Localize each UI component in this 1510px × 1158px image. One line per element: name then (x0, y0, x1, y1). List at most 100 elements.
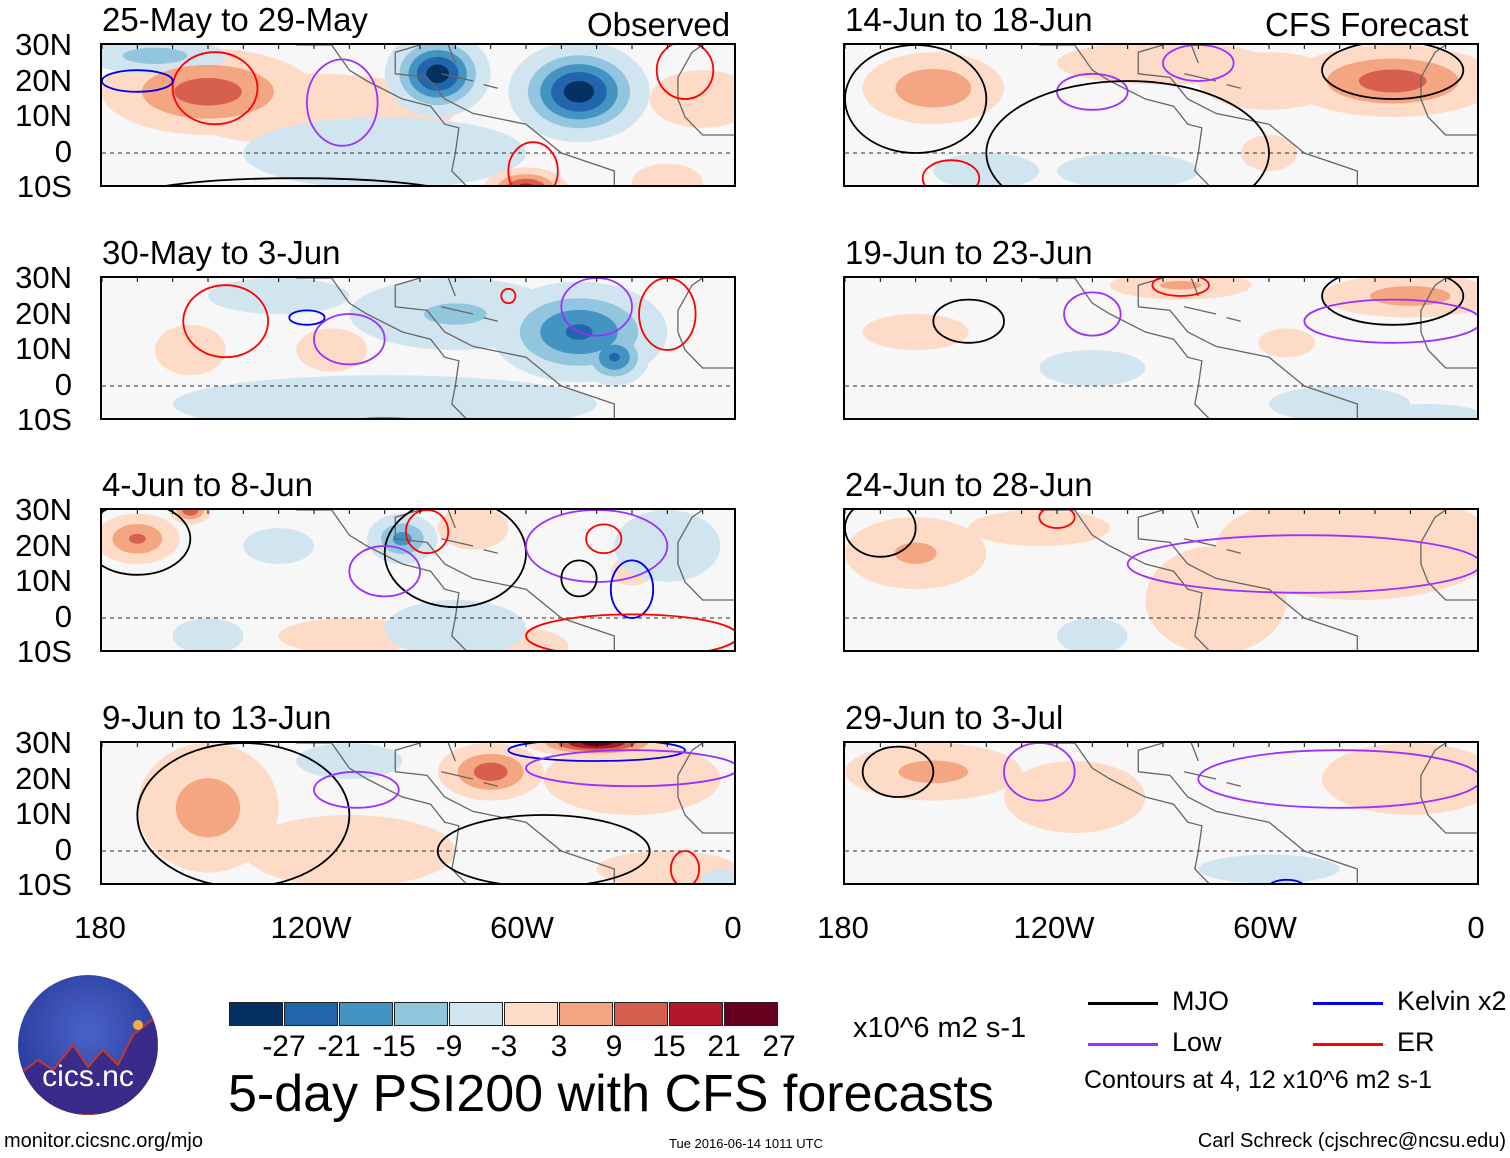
anomaly-shading (243, 815, 456, 883)
anomaly-shading (1269, 386, 1411, 418)
coastline (394, 743, 615, 883)
lat-label: 10S (16, 634, 72, 669)
map-panel (100, 741, 736, 885)
colorbar-swatch (449, 1002, 503, 1026)
coastline (296, 743, 467, 883)
contour-low (1162, 45, 1235, 82)
contour-low (1003, 743, 1076, 802)
contour-low (1303, 298, 1477, 344)
contour-mjo (560, 559, 598, 598)
contour-kelvin (363, 417, 406, 418)
colorbar-tick: 21 (707, 1030, 741, 1063)
contour-er (1151, 278, 1210, 297)
coastline (483, 83, 498, 89)
contour-mjo (436, 814, 651, 883)
lon-label: 120W (1013, 910, 1095, 945)
contour-low (1126, 534, 1477, 594)
colorbar-swatch (504, 1002, 558, 1026)
anomaly-shading (182, 510, 199, 516)
contour-er (585, 523, 623, 555)
coastline (296, 278, 467, 418)
anomaly-shading (1159, 280, 1202, 290)
anomaly-shading (1216, 510, 1477, 600)
contour-er (669, 850, 701, 883)
contour-kelvin (1270, 878, 1303, 883)
lat-label: 10S (16, 402, 72, 437)
anomaly-shading (563, 81, 595, 103)
contour-kelvin (609, 559, 655, 619)
coastline (1190, 45, 1199, 64)
colorbar-tick: -15 (372, 1030, 416, 1063)
colorbar-swatch (394, 1002, 448, 1026)
colorbar-swatch (614, 1002, 668, 1026)
contour-mjo (165, 177, 427, 185)
coastline (1226, 781, 1241, 787)
contour-er (404, 510, 450, 555)
legend-label: Kelvin x2 (1397, 986, 1507, 1016)
colorbar-swatch (229, 1002, 283, 1026)
colorbar-swatch (724, 1002, 778, 1026)
map-panel (100, 508, 736, 652)
colorbar-tick: 27 (762, 1030, 796, 1063)
lon-label: 180 (74, 910, 126, 945)
legend-label: ER (1397, 1027, 1435, 1057)
coastline (441, 771, 474, 780)
contour-kelvin (507, 743, 686, 762)
contour-mjo (985, 80, 1270, 185)
lat-label: 0 (54, 831, 72, 867)
contour-mjo (136, 743, 351, 883)
lon-label: 0 (724, 910, 742, 945)
anomaly-shading (1198, 52, 1340, 110)
lat-label: 10S (16, 169, 72, 204)
colorbar-swatch (559, 1002, 613, 1026)
contour-mjo (102, 510, 192, 576)
coastline (1226, 548, 1241, 554)
contour-low (560, 278, 633, 337)
contour-low (1056, 72, 1129, 111)
anomaly-shading (1198, 854, 1340, 883)
coastline (1190, 743, 1199, 762)
coastline (1184, 538, 1217, 547)
lat-label: 0 (54, 366, 72, 402)
contour-low (306, 58, 379, 147)
contour-er (1038, 510, 1076, 529)
panel-title: 19-Jun to 23-Jun (845, 234, 1093, 271)
coastline (1137, 510, 1358, 650)
anomaly-shading (384, 600, 526, 650)
coastline (1190, 278, 1199, 297)
coastline (1039, 743, 1210, 883)
coastline (1137, 743, 1358, 883)
lat-label: 30N (15, 27, 72, 62)
coastline (1039, 45, 1210, 185)
coastline (447, 278, 456, 297)
colorbar-swatch (339, 1002, 393, 1026)
lat-label: 20N (15, 62, 72, 98)
anomaly-shading (296, 743, 403, 779)
anomaly-shading (649, 70, 734, 128)
lat-label: 10N (15, 563, 72, 598)
anomaly-shading (895, 68, 972, 108)
footer-url[interactable]: monitor.cicsnc.org/mjo (4, 1130, 203, 1152)
anomaly-shading (122, 47, 188, 64)
legend-label: Low (1172, 1027, 1222, 1057)
anomaly-shading (437, 510, 509, 550)
coastline (1039, 278, 1210, 418)
anomaly-shading (894, 542, 937, 564)
figure-title: 5-day PSI200 with CFS forecasts (228, 1065, 994, 1123)
anomaly-shading (1039, 350, 1146, 386)
colorbar-tick: 15 (652, 1030, 686, 1063)
legend-line-low (1088, 1043, 1158, 1046)
cicsnc-logo: cics.nc (18, 975, 158, 1115)
lat-label: 10N (15, 98, 72, 133)
contour-mjo (845, 45, 988, 154)
anomaly-shading (518, 183, 534, 185)
anomaly-shading (296, 328, 367, 372)
footer-author: Carl Schreck (cjschrec@ncsu.edu) (1197, 1130, 1506, 1152)
lat-label: 10S (16, 867, 72, 902)
contour-mjo (932, 298, 1005, 344)
panel-title: 4-Jun to 8-Jun (102, 466, 313, 503)
lat-label: 30N (15, 260, 72, 295)
map-panel (843, 276, 1479, 420)
colorbar-tick: -3 (490, 1030, 518, 1063)
coastline (1137, 278, 1358, 418)
